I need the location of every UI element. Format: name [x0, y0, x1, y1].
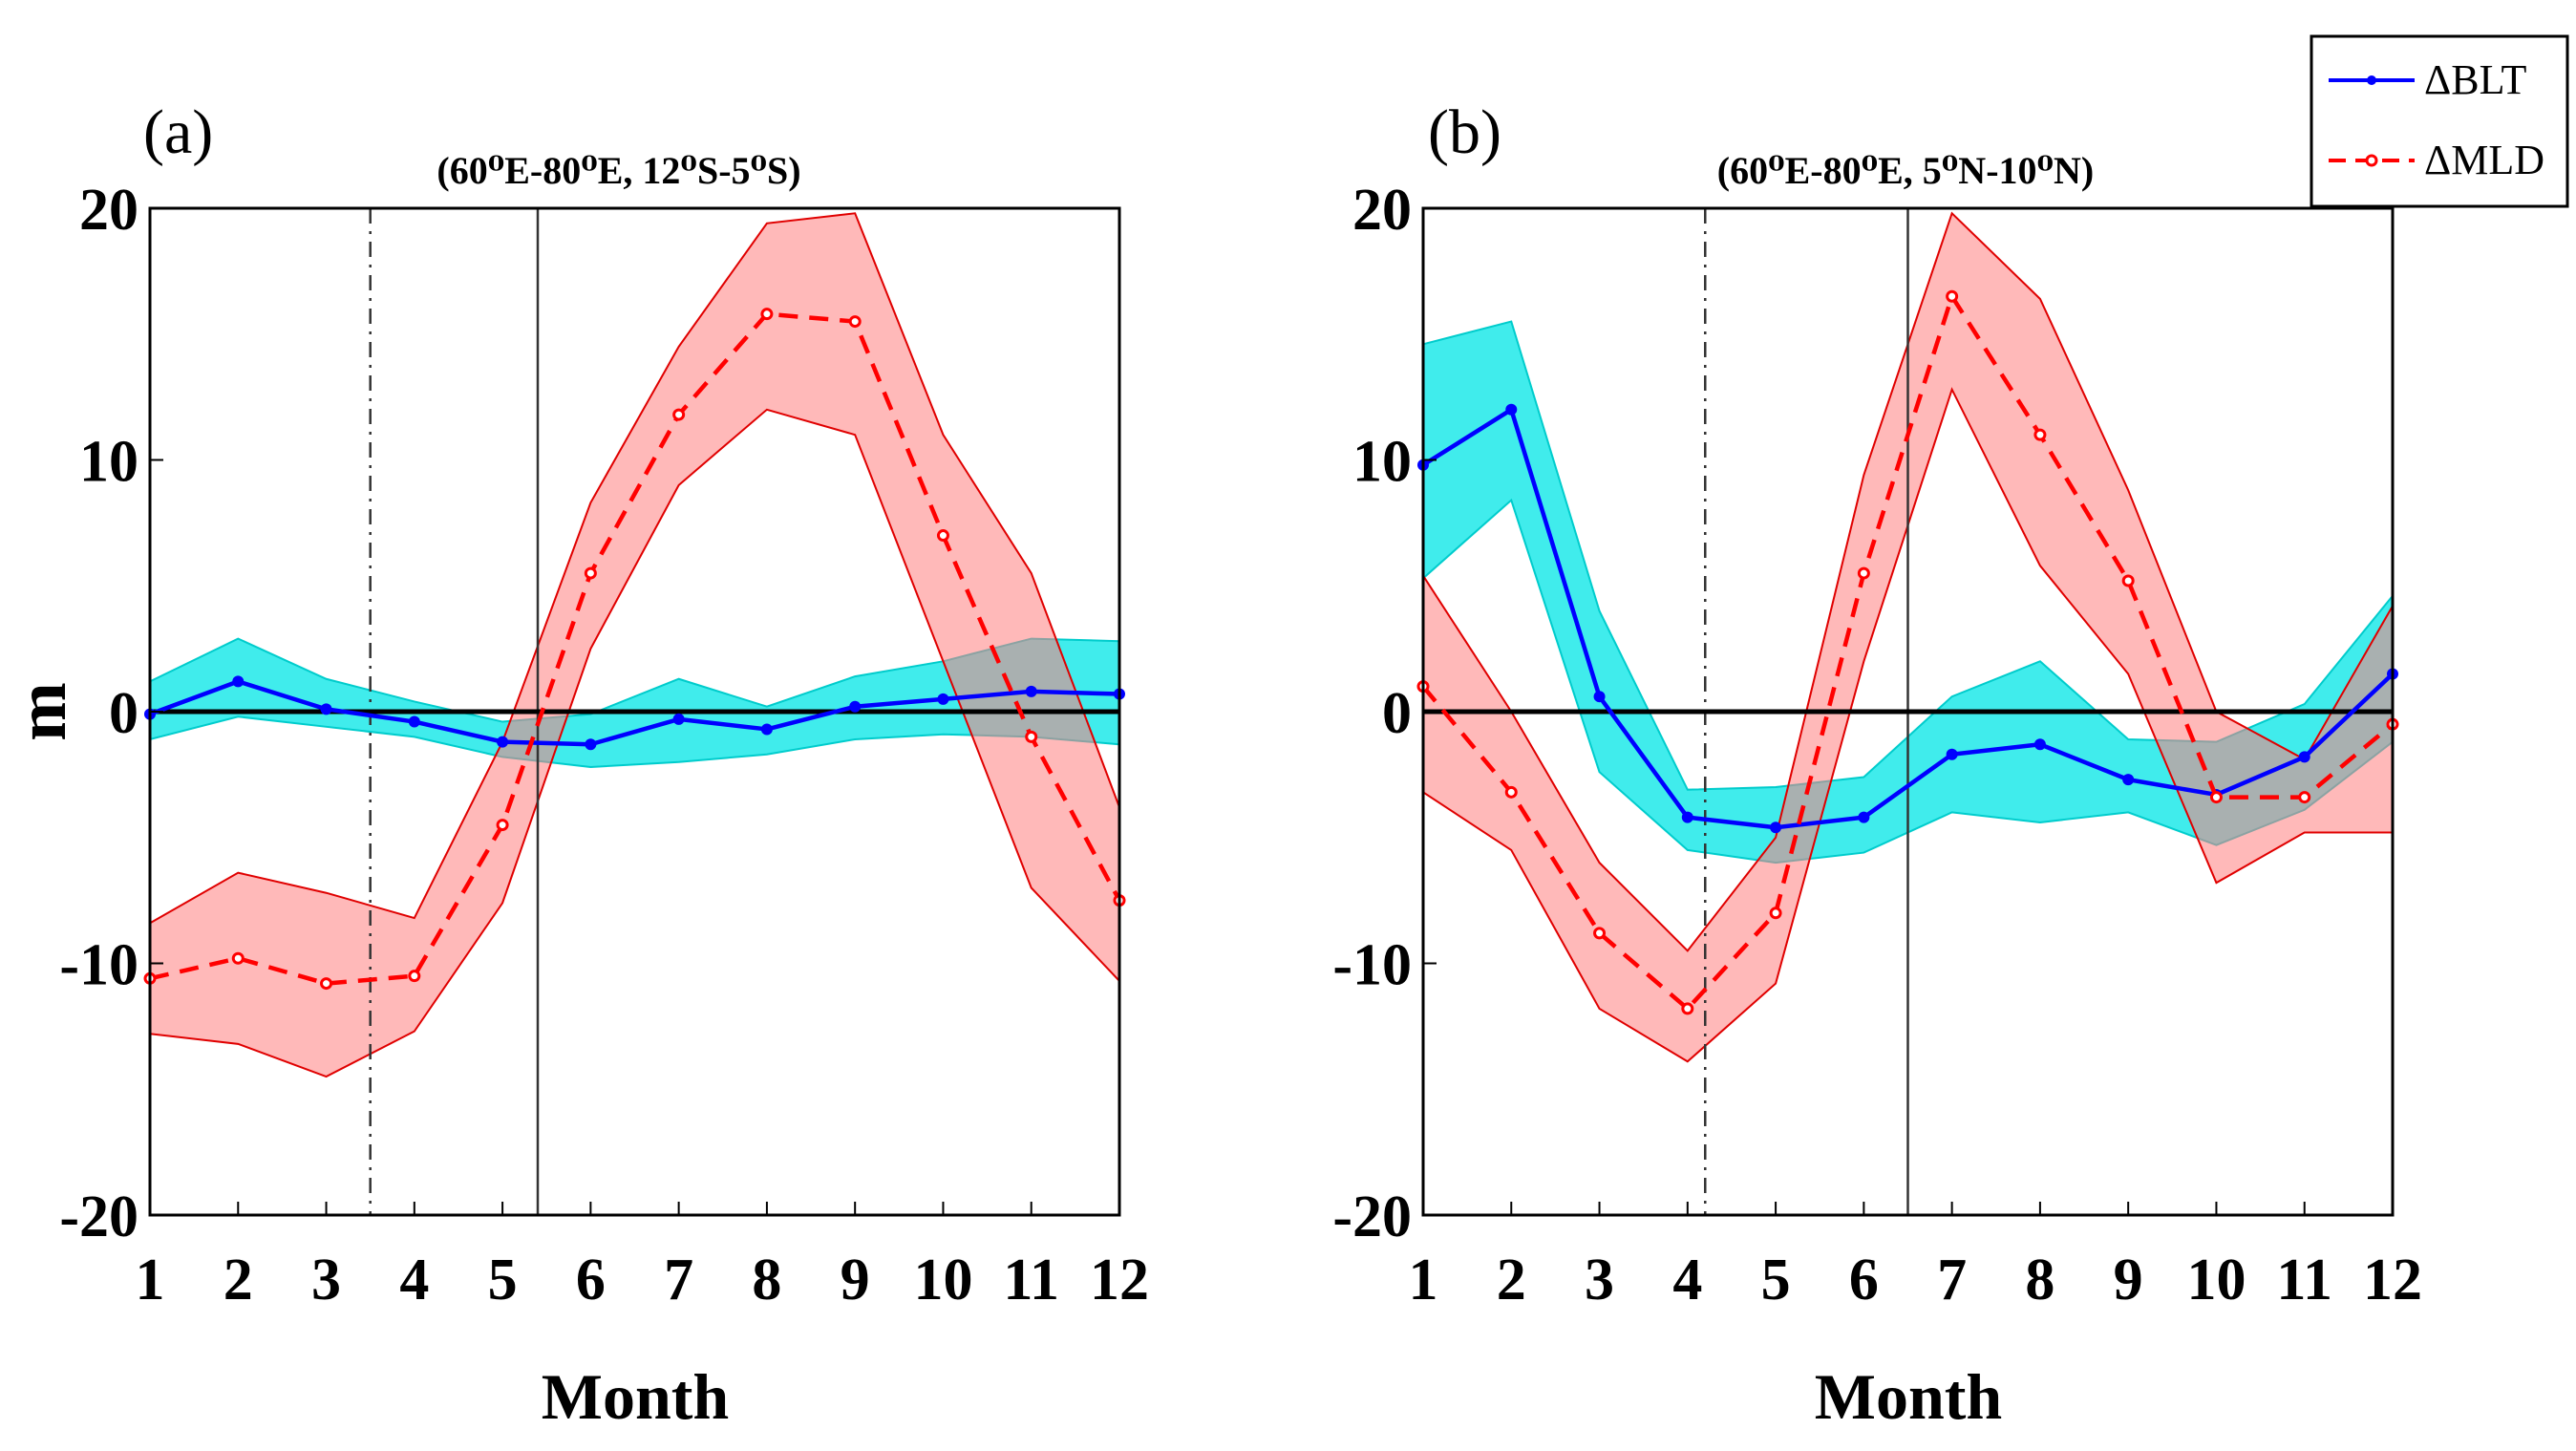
panel-a-point-blt-m5 — [497, 736, 509, 748]
panel-a-xtick-label-3: 3 — [311, 1248, 341, 1312]
legend-blt-marker — [2367, 75, 2376, 85]
panel-a-xtick-label-2: 2 — [224, 1248, 253, 1312]
panel-a-point-blt-m4 — [408, 715, 420, 728]
panel-b-point-mld-m2 — [1504, 785, 1518, 799]
panel-a-point-blt-m6 — [585, 738, 597, 751]
panel-a-point-blt-m10 — [937, 693, 949, 705]
panel-b-xtick-label-4: 4 — [1672, 1248, 1702, 1312]
panel-a-letter: (a) — [143, 97, 213, 167]
panel-a-point-mld-m7 — [672, 408, 686, 421]
panel-b-line-mld — [1421, 293, 2395, 1012]
panel-b-point-mld-m6 — [1857, 566, 1870, 580]
panel-a-point-mld-m11 — [1025, 730, 1038, 743]
panel-b-xlabel: Month — [1815, 1360, 2002, 1433]
panel-b-point-blt-m3 — [1593, 691, 1606, 703]
panel-b-point-blt-m2 — [1505, 403, 1518, 416]
panel-b-point-blt-m11 — [2298, 751, 2310, 763]
panel-a-xtick-label-4: 4 — [399, 1248, 429, 1312]
legend-blt-label: ΔBLT — [2424, 56, 2526, 103]
panel-a-xtick-label-6: 6 — [576, 1248, 606, 1312]
panel-a-point-blt-m2 — [232, 675, 245, 688]
panel-b-point-mld-m8 — [2033, 428, 2047, 441]
panel-a-xtick-label-5: 5 — [488, 1248, 518, 1312]
panel-b-point-mld-m7 — [1946, 289, 1959, 303]
panel-a-point-mld-m3 — [320, 977, 333, 991]
panel-a-point-mld-m10 — [936, 529, 949, 543]
panel-a-point-blt-m3 — [320, 703, 332, 715]
panel-a-point-mld-m5 — [496, 819, 509, 832]
panel-a-xtick-label-10: 10 — [913, 1248, 972, 1312]
panel-a-point-mld-m6 — [584, 566, 597, 580]
panel-b-point-blt-m9 — [2122, 774, 2135, 786]
panel-b-series-lines — [1416, 289, 2399, 1015]
panel-b-xtick-label-1: 1 — [1409, 1248, 1438, 1312]
panel-a-ytick-label-10: 10 — [79, 430, 138, 495]
panel-b-xtick-label-8: 8 — [2025, 1248, 2054, 1312]
panel-b-point-blt-m4 — [1681, 811, 1693, 823]
panel-a-ytick-label-20: 20 — [79, 178, 138, 243]
panel-b-point-blt-m5 — [1770, 822, 1782, 834]
panel-b-line-blt — [1421, 407, 2395, 830]
panel-a-point-blt-m9 — [849, 700, 862, 713]
panel-b-xtick-label-2: 2 — [1497, 1248, 1526, 1312]
panel-b-point-mld-m4 — [1681, 1002, 1694, 1015]
panel-b-xtick-label-11: 11 — [2276, 1248, 2332, 1312]
panel-a-point-mld-m2 — [231, 951, 245, 965]
panel-b-point-mld-m3 — [1593, 927, 1607, 940]
panel-b-ytick-label--10: -10 — [1332, 933, 1412, 998]
panel-b-axes — [1421, 206, 2395, 1217]
panel-b-title: (60⁰E-80⁰E, 5⁰N-10⁰N) — [1717, 149, 2095, 192]
panel-a-xtick-label-1: 1 — [136, 1248, 165, 1312]
panel-b-xtick-label-5: 5 — [1761, 1248, 1791, 1312]
panel-a-xtick-label-8: 8 — [752, 1248, 781, 1312]
panel-a-xtick-label-12: 12 — [1090, 1248, 1149, 1312]
panel-b-point-blt-m7 — [1946, 748, 1958, 760]
panel-b-letter: (b) — [1428, 97, 1501, 167]
panel-b-point-mld-m5 — [1769, 907, 1782, 920]
panel-a-xtick-label-11: 11 — [1003, 1248, 1059, 1312]
legend-mld-label: ΔMLD — [2424, 137, 2544, 183]
panel-a-point-blt-m8 — [760, 723, 773, 736]
panel-a-axes — [148, 206, 1121, 1217]
panel-a-line-mld — [149, 311, 1121, 986]
legend-mld-marker — [2365, 154, 2378, 167]
panel-a-ylabel: m — [3, 682, 81, 741]
legend: ΔBLT ΔMLD — [2310, 34, 2569, 208]
legend-box — [2310, 34, 2569, 208]
panel-a-xtick-label-9: 9 — [841, 1248, 870, 1312]
panel-b-point-mld-m9 — [2121, 574, 2135, 587]
panel-a-series-lines — [143, 308, 1126, 991]
panel-a-point-blt-m7 — [672, 713, 685, 725]
panel-a-point-blt-m11 — [1025, 685, 1037, 697]
panel-a-point-mld-m9 — [848, 315, 862, 329]
panel-b-xtick-label-9: 9 — [2114, 1248, 2143, 1312]
panel-b-xtick-label-3: 3 — [1585, 1248, 1614, 1312]
panel-b-ytick-label--20: -20 — [1332, 1184, 1412, 1249]
panel-a-title: (60⁰E-80⁰E, 12⁰S-5⁰S) — [436, 149, 800, 192]
panel-b-xtick-label-12: 12 — [2363, 1248, 2422, 1312]
panel-b-xtick-label-10: 10 — [2186, 1248, 2246, 1312]
panel-b-point-mld-m10 — [2209, 791, 2223, 804]
panel-b-xtick-label-6: 6 — [1849, 1248, 1879, 1312]
panel-b-xtick-label-7: 7 — [1937, 1248, 1967, 1312]
panel-a-ytick-label--10: -10 — [59, 933, 138, 998]
panel-a-ytick-label--20: -20 — [59, 1184, 138, 1249]
panel-b-ytick-label-20: 20 — [1352, 178, 1412, 243]
panel-a-xlabel: Month — [542, 1360, 729, 1433]
panel-a-point-mld-m4 — [408, 970, 421, 983]
panel-b-point-blt-m8 — [2033, 738, 2046, 751]
panel-b-ytick-label-0: 0 — [1382, 681, 1412, 746]
panel-a-line-blt — [149, 679, 1120, 747]
panel-b-point-mld-m11 — [2298, 791, 2311, 804]
panel-a-xtick-label-7: 7 — [664, 1248, 693, 1312]
panel-a-ytick-label-0: 0 — [109, 681, 138, 746]
panel-a-point-mld-m8 — [760, 308, 774, 321]
panel-b-point-blt-m6 — [1858, 811, 1870, 823]
panel-b-ytick-label-10: 10 — [1352, 430, 1412, 495]
